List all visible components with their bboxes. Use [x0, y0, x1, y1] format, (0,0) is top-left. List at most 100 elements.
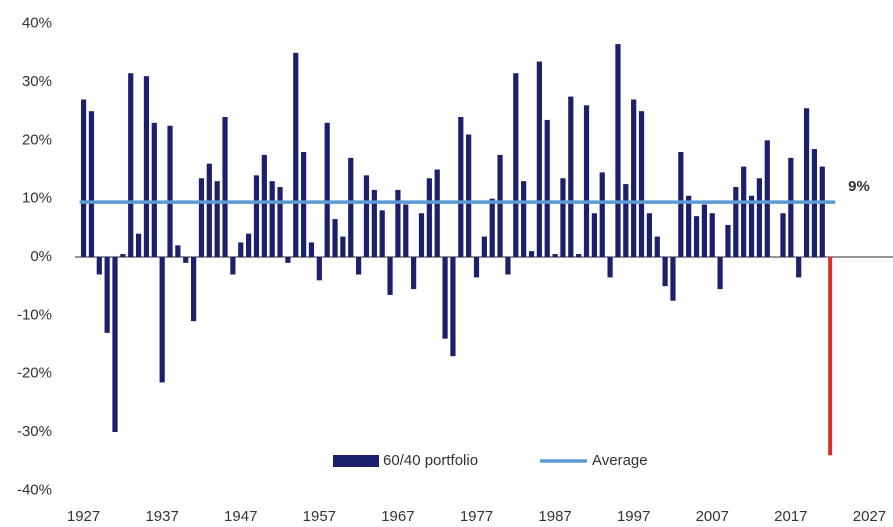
y-tick-label: -30% [17, 423, 52, 440]
bar [285, 257, 291, 263]
bar [568, 96, 574, 257]
x-tick-label: 1997 [617, 508, 650, 525]
bar [638, 111, 645, 258]
x-tick-label: 1927 [67, 508, 100, 525]
bar [646, 213, 652, 257]
bar [379, 210, 385, 257]
bar [788, 157, 794, 257]
bar [544, 119, 550, 258]
y-tick-label: -40% [17, 481, 52, 498]
bar [615, 44, 621, 258]
y-tick-label: 20% [22, 131, 52, 148]
bar [253, 175, 260, 257]
legend-label: 60/40 portfolio [383, 452, 478, 469]
bar [473, 257, 480, 278]
y-tick-label: 0% [30, 248, 52, 265]
bar [277, 187, 283, 257]
bar [591, 213, 597, 257]
bar [301, 152, 307, 257]
bar [741, 166, 747, 257]
bar [607, 257, 613, 278]
bar [678, 152, 684, 257]
bar [88, 111, 95, 258]
bar [756, 178, 763, 257]
bar [717, 257, 723, 290]
bar [246, 233, 252, 257]
bar [332, 219, 338, 257]
bar [764, 140, 770, 257]
bar [693, 216, 700, 257]
bar [748, 195, 755, 257]
x-tick-label: 2027 [853, 508, 886, 525]
bar [175, 245, 181, 257]
x-tick-label: 1967 [381, 508, 414, 525]
bar [709, 213, 715, 257]
bar [505, 257, 511, 275]
bar [214, 181, 220, 257]
bar [481, 236, 487, 257]
bar [222, 117, 228, 257]
bar [686, 195, 692, 257]
bar [497, 154, 503, 257]
bar [418, 213, 425, 257]
bar [725, 224, 731, 257]
legend-swatch [333, 455, 379, 467]
bar [363, 175, 370, 257]
x-tick-label: 1947 [224, 508, 257, 525]
bar [324, 122, 330, 257]
x-tick-label: 1987 [538, 508, 571, 525]
bar [466, 134, 472, 257]
bar [96, 257, 102, 275]
bar [521, 181, 527, 257]
y-tick-label: -20% [17, 365, 52, 382]
bar [458, 117, 464, 257]
bar [662, 257, 668, 287]
bar [631, 99, 637, 257]
bar [371, 189, 377, 257]
bar [599, 172, 605, 257]
legend-label: Average [592, 452, 648, 469]
bar [206, 163, 212, 257]
y-tick-label: 40% [22, 15, 52, 32]
average-label: 9% [848, 178, 870, 195]
bar [442, 257, 448, 339]
bar [151, 122, 157, 257]
bar [654, 236, 660, 257]
bar [198, 178, 205, 257]
bar [387, 257, 393, 295]
x-tick-label: 1957 [303, 508, 336, 525]
bar [261, 154, 267, 257]
bar [293, 52, 299, 258]
bar [780, 213, 786, 257]
bar [190, 257, 197, 322]
bar [159, 257, 165, 383]
bar [513, 73, 519, 257]
x-tick-label: 1937 [145, 508, 178, 525]
bar [583, 105, 590, 257]
bar [308, 242, 315, 257]
bar [183, 257, 189, 263]
bar [135, 233, 142, 257]
bar [828, 257, 833, 456]
bar [552, 254, 558, 257]
bar [434, 169, 440, 257]
x-tick-label: 2007 [696, 508, 729, 525]
bar [269, 181, 275, 257]
bar [489, 198, 495, 257]
bar [623, 184, 629, 257]
bar [796, 257, 802, 278]
bar [426, 178, 432, 257]
bar [112, 257, 118, 432]
bar [560, 178, 566, 257]
y-tick-label: 10% [22, 190, 52, 207]
x-tick-label: 2017 [774, 508, 807, 525]
bar [104, 257, 110, 333]
bar [128, 73, 134, 257]
y-tick-label: -10% [17, 306, 52, 323]
bar [356, 257, 362, 275]
bar [403, 204, 409, 257]
bar [411, 257, 417, 290]
bar [819, 166, 825, 257]
bar [80, 99, 87, 257]
